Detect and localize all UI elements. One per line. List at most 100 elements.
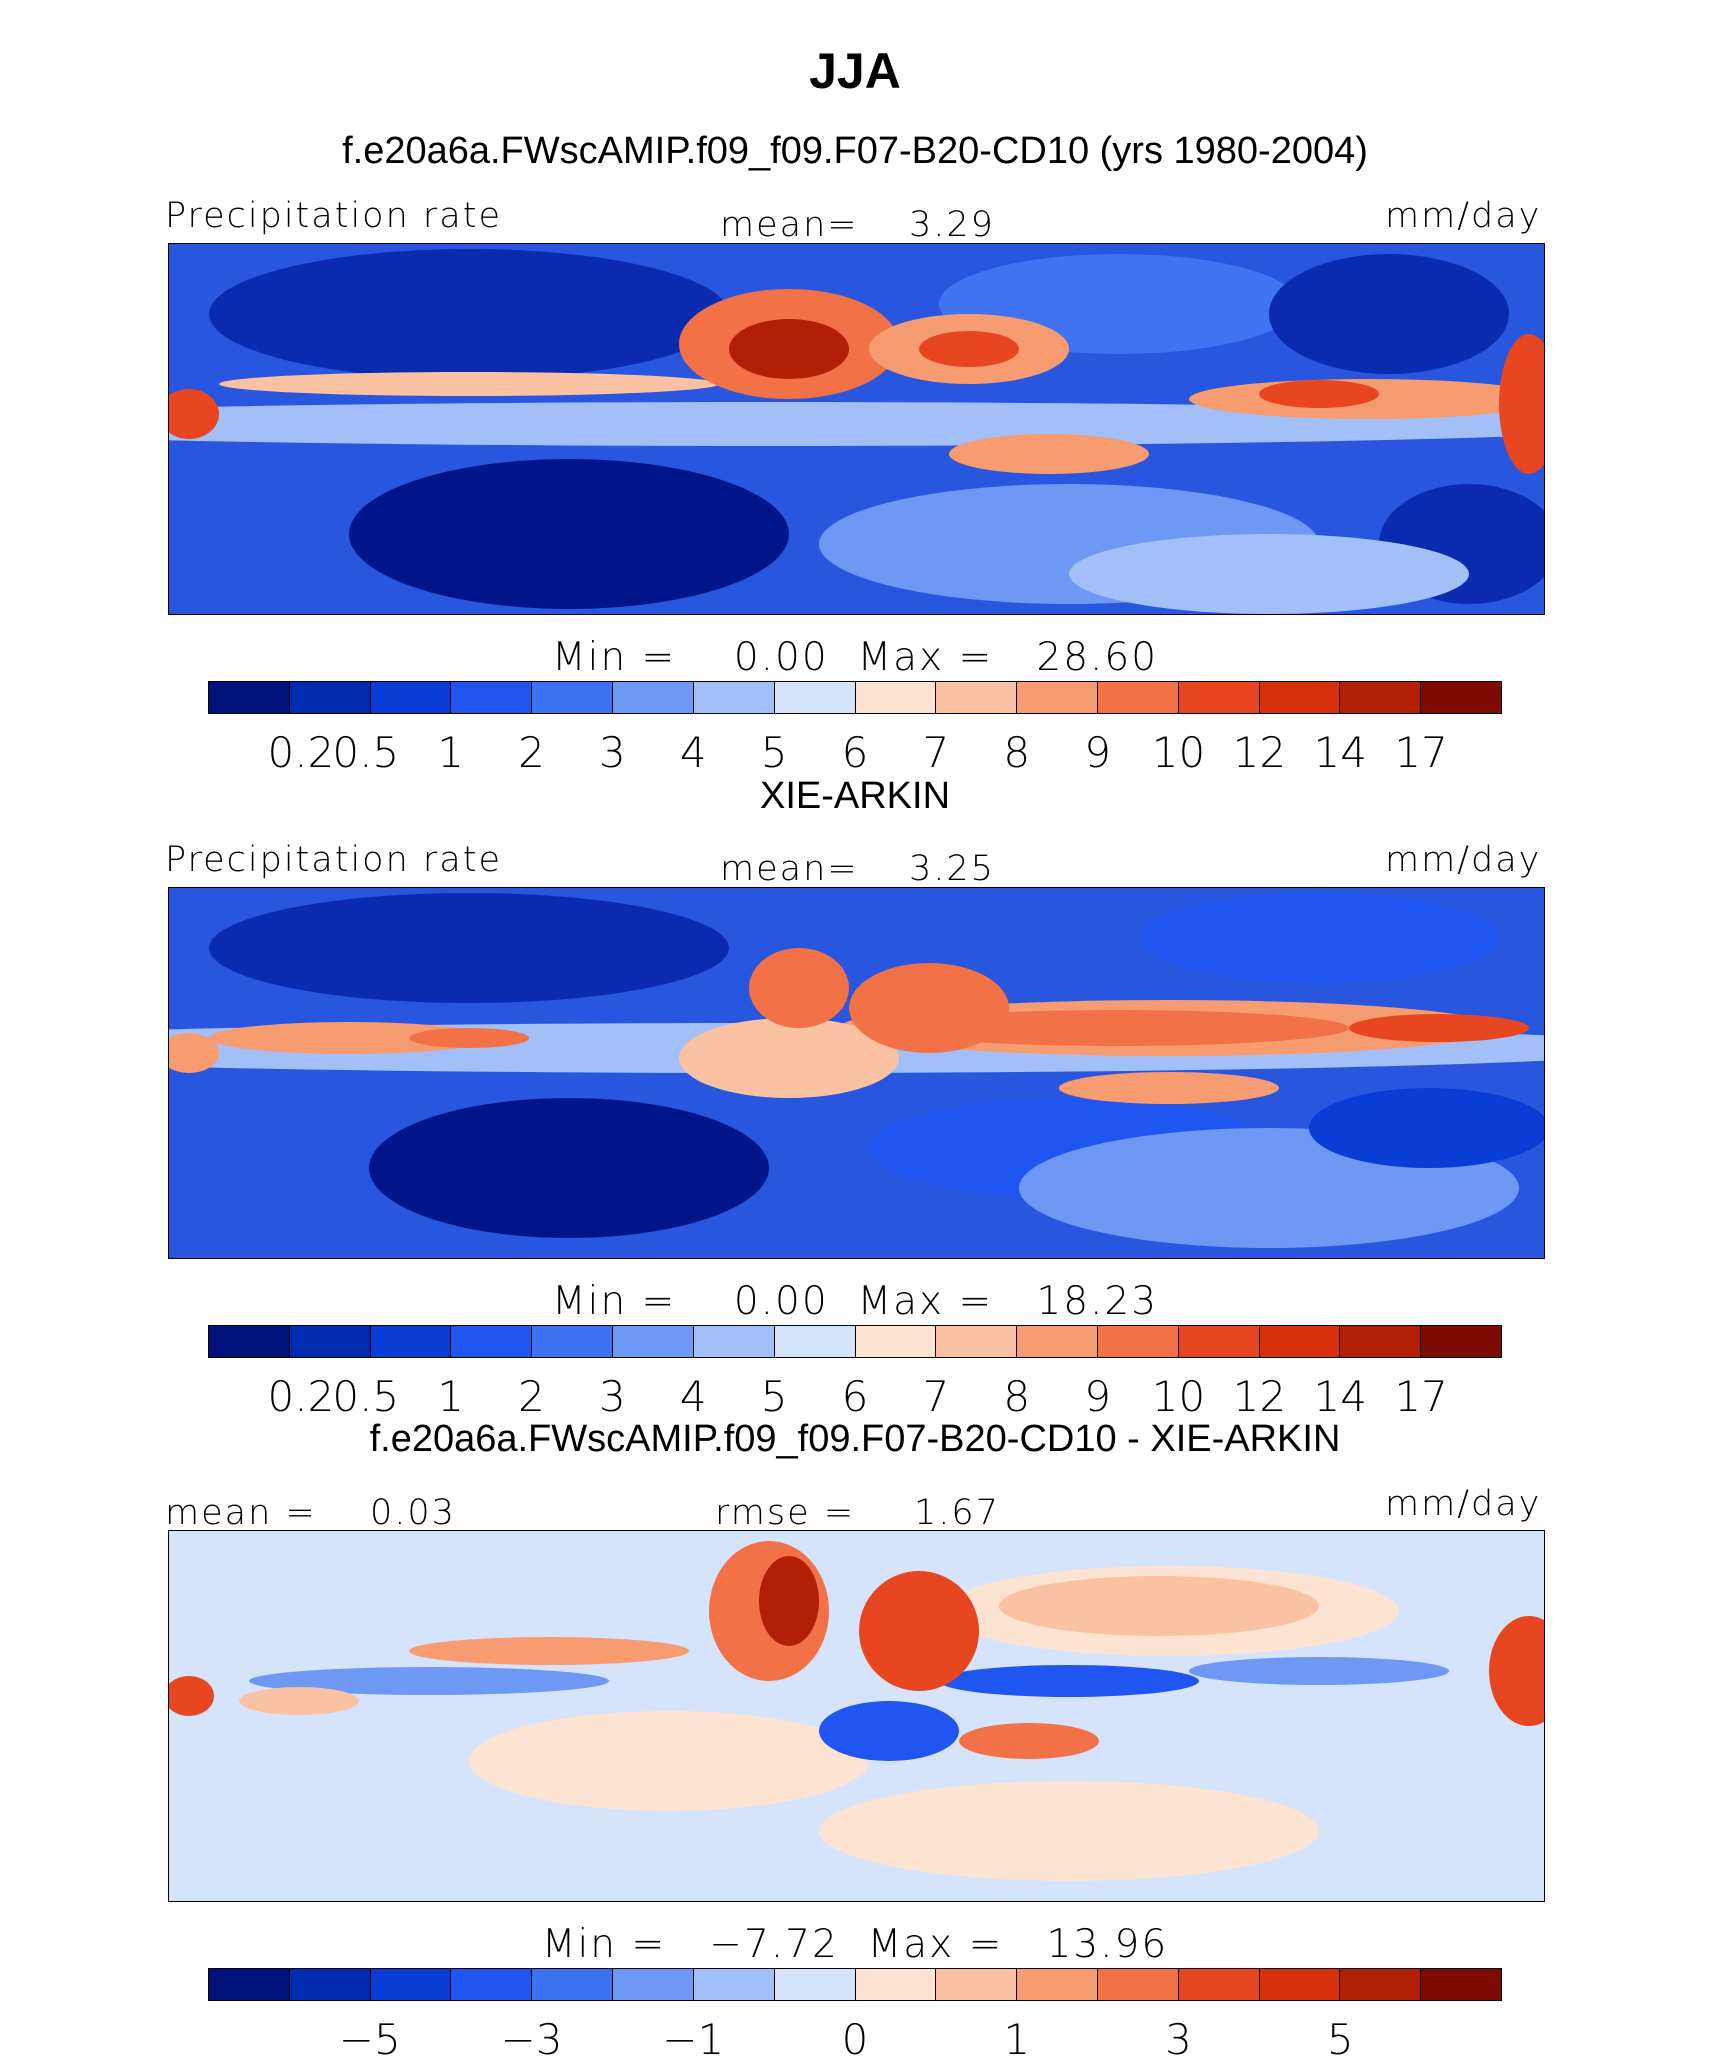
- panel3-title: f.e20a6a.FWscAMIP.f09_f09.F07-B20-CD10 -…: [369, 1418, 1341, 1460]
- colorbar-swatch: [613, 682, 694, 713]
- colorbar-swatch: [1421, 1969, 1501, 2000]
- panel3-rmse-label: rmse =: [715, 1493, 856, 1533]
- panel3-min-label: Min =: [541, 1922, 667, 1967]
- colorbar-swatch: [1259, 1969, 1341, 2000]
- panel1-map: [168, 243, 1545, 615]
- colorbar-swatch: [1340, 1326, 1422, 1357]
- panel3-map: [168, 1530, 1545, 1902]
- colorbar-tick-label: −5: [338, 2015, 401, 2064]
- colorbar-swatch: [451, 1326, 533, 1357]
- colorbar-tick-label: 0.2: [267, 1372, 335, 1421]
- colorbar-swatch: [289, 1969, 371, 2000]
- colorbar-swatch: [370, 682, 452, 713]
- colorbar-tick-label: 0: [841, 2015, 869, 2064]
- colorbar-swatch: [693, 1326, 775, 1357]
- colorbar-tick-label: 3: [1165, 2015, 1192, 2064]
- panel2-max-value: 18.23: [1036, 1279, 1159, 1324]
- colorbar-swatch: [1421, 682, 1501, 713]
- colorbar-swatch: [693, 682, 775, 713]
- colorbar-swatch: [1178, 1326, 1260, 1357]
- panel1-units: mm/day: [1385, 196, 1542, 236]
- colorbar-tick-label: 1: [437, 728, 464, 777]
- panel2-mean-value: 3.25: [909, 849, 995, 889]
- colorbar-swatch: [1340, 682, 1422, 713]
- colorbar-tick-label: 7: [922, 1372, 950, 1421]
- colorbar-swatch: [855, 682, 937, 713]
- colorbar-tick-label: 2: [518, 728, 545, 777]
- panel3-max-value: 13.96: [1046, 1922, 1169, 1967]
- colorbar-swatch: [1178, 682, 1260, 713]
- panel3-min-value: −7.72: [709, 1922, 839, 1967]
- colorbar-tick-label: 7: [922, 728, 950, 777]
- colorbar-swatch: [370, 1969, 452, 2000]
- panel2-min-value: 0.00: [733, 1279, 829, 1324]
- colorbar-swatch: [774, 1326, 856, 1357]
- panel1-mean-value: 3.29: [909, 205, 995, 245]
- panel1-mean-label: mean=: [720, 205, 859, 245]
- colorbar-swatch: [936, 682, 1018, 713]
- colorbar-swatch: [1097, 682, 1179, 713]
- colorbar-tick-label: 14: [1313, 1372, 1367, 1421]
- colorbar-swatch: [855, 1969, 937, 2000]
- colorbar-swatch: [1259, 682, 1341, 713]
- colorbar-swatch: [1259, 1326, 1341, 1357]
- colorbar-tick-label: 10: [1151, 728, 1206, 777]
- colorbar-tick-label: 9: [1084, 1372, 1111, 1421]
- colorbar-tick-label: 0.2: [267, 728, 335, 777]
- colorbar-tick-label: 3: [599, 1372, 626, 1421]
- colorbar-swatch: [1017, 1969, 1098, 2000]
- colorbar-swatch: [936, 1326, 1018, 1357]
- panel2-colorbar: [208, 1325, 1502, 1358]
- colorbar-tick-label: 5: [1326, 2015, 1354, 2064]
- colorbar-swatch: [1017, 682, 1098, 713]
- colorbar-swatch: [532, 1326, 614, 1357]
- colorbar-tick-label: 4: [679, 728, 707, 777]
- colorbar-swatch: [209, 1969, 290, 2000]
- colorbar-swatch: [1097, 1326, 1179, 1357]
- panel2-heatmap: [169, 888, 1544, 1258]
- colorbar-tick-label: 2: [518, 1372, 545, 1421]
- panel1-max-value: 28.60: [1036, 635, 1159, 680]
- colorbar-tick-label: 1: [437, 1372, 464, 1421]
- colorbar-tick-label: 17: [1394, 1372, 1448, 1421]
- colorbar-tick-label: −3: [500, 2015, 563, 2064]
- panel1-minmax: Min = 0.00 Max = 28.60: [0, 635, 1710, 680]
- panel1-heatmap: [169, 244, 1544, 614]
- colorbar-tick-label: 1: [1003, 2015, 1031, 2064]
- colorbar-tick-label: 6: [841, 728, 869, 777]
- colorbar-swatch: [532, 682, 614, 713]
- panel2-units: mm/day: [1385, 840, 1542, 880]
- panel2-mean-label: mean=: [720, 849, 859, 889]
- panel1-variable: Precipitation rate: [165, 196, 502, 236]
- colorbar-swatch: [1178, 1969, 1260, 2000]
- colorbar-swatch: [1340, 1969, 1422, 2000]
- colorbar-tick-label: 10: [1151, 1372, 1206, 1421]
- colorbar-tick-label: 0.5: [332, 728, 400, 777]
- colorbar-swatch: [451, 682, 533, 713]
- panel2-title: XIE-ARKIN: [759, 775, 951, 817]
- panel1-colorbar: [208, 681, 1502, 714]
- panel1-min-label: Min =: [551, 635, 677, 680]
- panel2-map: [168, 887, 1545, 1259]
- panel3-rmse-value: 1.67: [914, 1493, 1000, 1533]
- colorbar-tick-label: 12: [1232, 1372, 1287, 1421]
- panel3-mean-label: mean =: [165, 1493, 317, 1533]
- colorbar-tick-label: 3: [599, 728, 626, 777]
- colorbar-tick-label: 14: [1313, 728, 1367, 777]
- panel1-min-value: 0.00: [733, 635, 829, 680]
- panel2-max-label: Max =: [857, 1279, 994, 1324]
- colorbar-swatch: [451, 1969, 533, 2000]
- colorbar-swatch: [693, 1969, 775, 2000]
- colorbar-swatch: [532, 1969, 614, 2000]
- colorbar-tick-label: 8: [1003, 728, 1031, 777]
- colorbar-swatch: [613, 1969, 694, 2000]
- panel3-mean-value: 0.03: [370, 1493, 456, 1533]
- colorbar-swatch: [209, 682, 290, 713]
- colorbar-tick-label: 17: [1394, 728, 1448, 777]
- panel3-minmax: Min = −7.72 Max = 13.96: [0, 1922, 1710, 1967]
- panel1-title: f.e20a6a.FWscAMIP.f09_f09.F07-B20-CD10 (…: [342, 130, 1368, 172]
- panel2-min-label: Min =: [551, 1279, 677, 1324]
- colorbar-swatch: [370, 1326, 452, 1357]
- panel3-units: mm/day: [1385, 1484, 1542, 1524]
- panel3-colorbar: [208, 1968, 1502, 2001]
